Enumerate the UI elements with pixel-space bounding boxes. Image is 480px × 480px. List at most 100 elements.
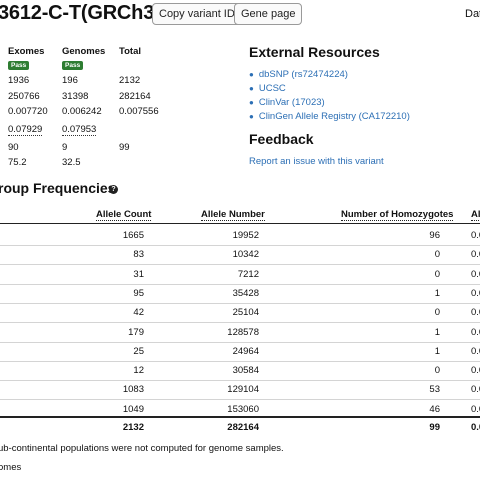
homozygotes-cell: 46 (429, 403, 440, 415)
total-header: Total (119, 46, 141, 57)
allele-frequency-cell: 0.0 (471, 230, 480, 241)
exomes-allele-frequency: 0.007720 (8, 106, 48, 117)
homozygotes-cell: 0 (434, 365, 440, 377)
allele-number-cell: 35428 (232, 287, 259, 299)
allele-number-cell: 30584 (232, 365, 259, 377)
bullet-icon: ● (249, 112, 254, 121)
row-divider (0, 283, 480, 285)
homozygotes-cell: 0 (434, 268, 440, 280)
allele-count-cell: 179 (128, 326, 144, 338)
row-divider (0, 245, 480, 246)
allele-count-cell: 25 (133, 345, 144, 357)
total-homozygotes: 99 (119, 142, 130, 153)
population-frequencies-heading: roup Frequencies (0, 180, 116, 196)
dataset-selector-label[interactable]: Data (465, 8, 480, 20)
homozygotes-cell: 96 (429, 230, 440, 241)
genomes-popmax[interactable]: 0.07953 (62, 124, 97, 136)
allele-count-cell: 1083 (122, 384, 144, 396)
allele-count-cell: 83 (133, 249, 144, 261)
allele-count-cell: 95 (133, 287, 144, 299)
dbsnp-link-label: dbSNP (rs72474224) (258, 69, 348, 80)
allele-number-cell: 7212 (237, 268, 259, 280)
exomes-filter-badge: Pass (8, 61, 30, 70)
homozygotes-cell: 1 (434, 345, 440, 357)
allele-number-cell: 24964 (232, 345, 259, 357)
footnote: ub-continental populations were not comp… (0, 443, 284, 454)
clinvar-link[interactable]: ● ClinVar (17023) (249, 97, 325, 108)
allele-number-cell: 10342 (232, 249, 259, 261)
exomes-header: Exomes (8, 46, 45, 57)
allele-count-column-header[interactable]: Allele Count (96, 209, 152, 221)
allele-frequency-cell: 0.0 (471, 326, 480, 338)
allele-frequency-cell: 0.0 (471, 345, 480, 357)
ucsc-link[interactable]: ● UCSC (249, 83, 286, 94)
allele-frequency-column-header[interactable]: Al (471, 209, 480, 221)
total-allele-count-cell: 2132 (122, 422, 144, 433)
allele-count-cell: 1049 (122, 403, 144, 415)
genomes-filter-badge: Pass (62, 61, 84, 70)
genomes-allele-count: 196 (62, 75, 78, 86)
clinvar-link-label: ClinVar (17023) (258, 97, 325, 108)
exomes-homozygotes: 90 (8, 142, 19, 153)
row-divider (0, 399, 480, 401)
allele-count-cell: 1665 (122, 230, 144, 241)
row-divider (0, 380, 480, 382)
exomes-allele-count: 1936 (8, 75, 30, 86)
allele-frequency-cell: 0.0 (471, 287, 480, 299)
genomes-mean-coverage: 32.5 (62, 157, 81, 168)
allele-number-cell: 153060 (227, 403, 259, 415)
row-divider (0, 341, 480, 343)
feedback-heading: Feedback (249, 131, 314, 147)
total-allele-number-cell: 282164 (227, 422, 259, 433)
table-total-rule (0, 416, 480, 418)
total-allele-frequency: 0.007556 (119, 106, 159, 117)
exomes-allele-number: 250766 (8, 91, 40, 102)
bullet-icon: ● (249, 70, 254, 79)
ucsc-link-label: UCSC (258, 83, 286, 94)
allele-frequency-cell: 0.0 (471, 268, 480, 280)
total-allele-frequency-cell: 0.0 (471, 422, 480, 433)
bullet-icon: ● (249, 98, 254, 107)
homozygotes-column-header[interactable]: Number of Homozygotes (341, 209, 454, 221)
external-resources-heading: External Resources (249, 44, 380, 60)
allele-number-column-header[interactable]: Allele Number (201, 209, 265, 221)
allele-number-cell: 19952 (232, 230, 259, 241)
exomes-mean-coverage: 75.2 (8, 157, 27, 168)
help-icon[interactable]: ? (109, 185, 118, 194)
homozygotes-cell: 0 (434, 249, 440, 261)
homozygotes-cell: 0 (434, 307, 440, 319)
homozygotes-cell: 1 (434, 326, 440, 338)
variant-title: 3612-C-T(GRCh37) (0, 2, 172, 24)
gene-page-button[interactable]: Gene page (234, 3, 303, 25)
allele-number-cell: 129104 (227, 384, 259, 396)
allele-frequency-cell: 0.0 (471, 249, 480, 261)
allele-number-cell: 25104 (232, 307, 259, 319)
genomes-legend: omes (0, 462, 22, 473)
genomes-allele-number: 31398 (62, 91, 89, 102)
homozygotes-cell: 53 (429, 384, 440, 396)
homozygotes-cell: 1 (434, 287, 440, 299)
bullet-icon: ● (249, 84, 254, 93)
report-issue-link[interactable]: Report an issue with this variant (249, 156, 384, 167)
allele-count-cell: 42 (133, 307, 144, 319)
row-divider (0, 264, 480, 266)
total-allele-number: 282164 (119, 91, 151, 102)
copy-variant-id-button[interactable]: Copy variant ID (152, 3, 242, 25)
genomes-allele-frequency: 0.006242 (62, 106, 102, 117)
exomes-popmax[interactable]: 0.07929 (8, 124, 43, 136)
allele-count-cell: 12 (133, 365, 144, 377)
dbsnp-link[interactable]: ● dbSNP (rs72474224) (249, 69, 348, 80)
allele-frequency-cell: 0.0 (471, 365, 480, 377)
allele-frequency-cell: 0.0 (471, 384, 480, 396)
row-divider (0, 360, 480, 362)
clingen-link-label: ClinGen Allele Registry (CA172210) (258, 111, 410, 122)
genomes-header: Genomes (62, 46, 106, 57)
allele-frequency-cell: 0.0 (471, 403, 480, 415)
genomes-homozygotes: 9 (62, 142, 68, 153)
allele-count-cell: 31 (133, 268, 144, 280)
clingen-link[interactable]: ● ClinGen Allele Registry (CA172210) (249, 111, 410, 122)
row-divider (0, 322, 480, 324)
total-homozygotes-cell: 99 (429, 422, 440, 433)
total-allele-count: 2132 (119, 75, 141, 86)
allele-frequency-cell: 0.0 (471, 307, 480, 319)
